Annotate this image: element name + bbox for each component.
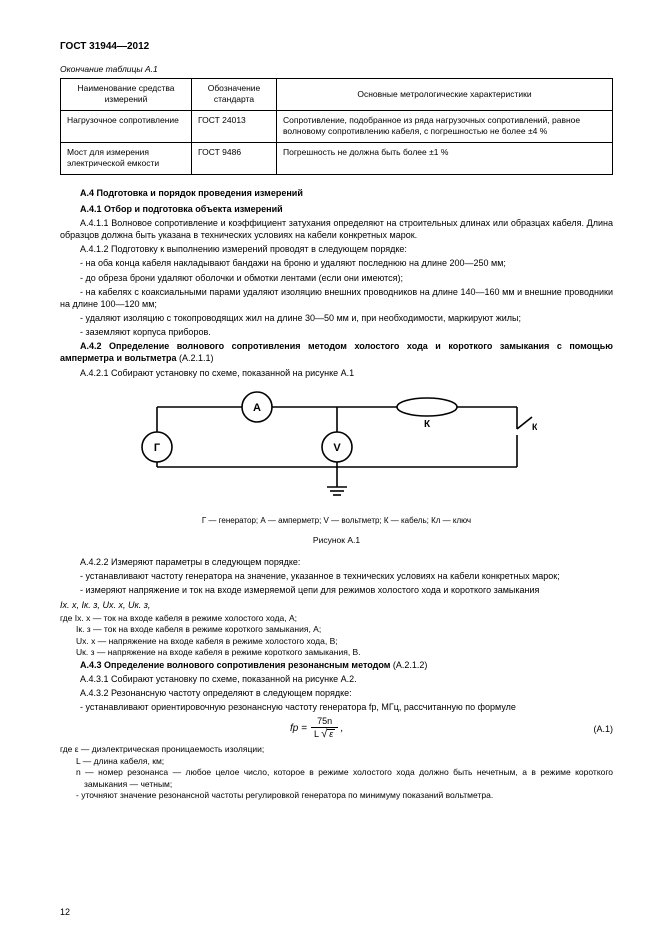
para-a412: А.4.1.2 Подготовку к выполнению измерени… (60, 243, 613, 255)
td: ГОСТ 24013 (192, 110, 277, 142)
symbols-line: Iх. х, Iк. з, Uх. х, Uк. з, (60, 599, 613, 611)
bullet: - на кабелях с коаксиальными парами удал… (60, 286, 613, 310)
table-continuation-caption: Окончание таблицы А.1 (60, 64, 613, 75)
den-L: L (314, 729, 319, 739)
section-a43: А.4.3 Определение волнового сопротивлени… (60, 659, 613, 671)
label-kl: Кл (532, 422, 537, 432)
label-v: V (333, 442, 341, 454)
para-a432: А.4.3.2 Резонансную частоту определяют в… (60, 687, 613, 699)
bullet: - удаляют изоляцию с токопроводящих жил … (60, 312, 613, 324)
td: Сопротивление, подобранное из ряда нагру… (277, 110, 613, 142)
where-line: Uк. з — напряжение на входе кабеля в реж… (60, 647, 613, 658)
den-eps: ε (327, 729, 335, 740)
where-line: где ε — диэлектрическая проницаемость из… (60, 744, 613, 755)
equation-number: (А.1) (573, 723, 613, 735)
figure-a1: А К Кл V (60, 387, 613, 546)
label-k: К (423, 419, 430, 430)
para-a421: А.4.2.1 Собирают установку по схеме, пок… (60, 367, 613, 379)
a43-ref: (А.2.1.2) (390, 660, 427, 670)
section-a42: А.4.2 Определение волнового сопротивлени… (60, 340, 613, 364)
a42-ref: (А.2.1.1) (176, 353, 213, 363)
para-a411: А.4.1.1 Волновое сопротивление и коэффиц… (60, 217, 613, 241)
td: ГОСТ 9486 (192, 142, 277, 174)
table-a1: Наименование средства измерений Обозначе… (60, 78, 613, 175)
figure-title: Рисунок А.1 (60, 535, 613, 546)
a42-title: А.4.2 Определение волнового сопротивлени… (60, 341, 613, 363)
bullet: - заземляют корпуса приборов. (60, 326, 613, 338)
document-id: ГОСТ 31944—2012 (60, 40, 613, 54)
figure-caption: Г — генератор; А — амперметр; V — вольтм… (60, 516, 613, 527)
a43-title: А.4.3 Определение волнового сопротивлени… (80, 660, 390, 670)
para-a422: А.4.2.2 Измеряют параметры в следующем п… (60, 556, 613, 568)
th-name: Наименование средства измерений (61, 78, 192, 110)
bullet: - устанавливают ориентировочную резонанс… (60, 701, 613, 713)
where-block-a432: где ε — диэлектрическая проницаемость из… (60, 744, 613, 801)
formula-a1: fр = 75n L √ε , (А.1) (60, 717, 613, 740)
formula-lhs: fр = (290, 722, 307, 736)
table-row: Нагрузочное сопротивление ГОСТ 24013 Соп… (61, 110, 613, 142)
where-line: L — длина кабеля, км; (60, 756, 613, 767)
bullet: - до обреза брони удаляют оболочки и обм… (60, 272, 613, 284)
sqrt-icon: √ε (321, 729, 335, 740)
th-char: Основные метрологические характеристики (277, 78, 613, 110)
where-line: n — номер резонанса — любое целое число,… (60, 767, 613, 790)
td: Мост для измерения электрической емкости (61, 142, 192, 174)
section-a4: А.4 Подготовка и порядок проведения изме… (60, 187, 613, 199)
table-header-row: Наименование средства измерений Обозначе… (61, 78, 613, 110)
label-g: Г (153, 442, 160, 454)
para-a431: А.4.3.1 Собирают установку по схеме, пок… (60, 673, 613, 685)
where-line: где Iх. х — ток на входе кабеля в режиме… (60, 613, 613, 624)
label-a: А (253, 402, 261, 414)
formula-num: 75n (311, 717, 338, 728)
bullet: - на оба конца кабеля накладывают бандаж… (60, 257, 613, 269)
where-line: - уточняют значение резонансной частоты … (60, 790, 613, 801)
th-std: Обозначение стандарта (192, 78, 277, 110)
td: Нагрузочное сопротивление (61, 110, 192, 142)
bullet: - устанавливают частоту генератора на зн… (60, 570, 613, 582)
page-number: 12 (60, 906, 70, 918)
where-line: Iк. з — ток на входе кабеля в режиме кор… (60, 624, 613, 635)
fraction-icon: 75n L √ε (311, 717, 338, 740)
bullet: - измеряют напряжение и ток на входе изм… (60, 584, 613, 596)
circuit-diagram-icon: А К Кл V (137, 387, 537, 507)
table-row: Мост для измерения электрической емкости… (61, 142, 613, 174)
where-block-a422: где Iх. х — ток на входе кабеля в режиме… (60, 613, 613, 659)
td: Погрешность не должна быть более ±1 % (277, 142, 613, 174)
where-line: Uх. х — напряжение на входе кабеля в реж… (60, 636, 613, 647)
section-a41: А.4.1 Отбор и подготовка объекта измерен… (60, 203, 613, 215)
